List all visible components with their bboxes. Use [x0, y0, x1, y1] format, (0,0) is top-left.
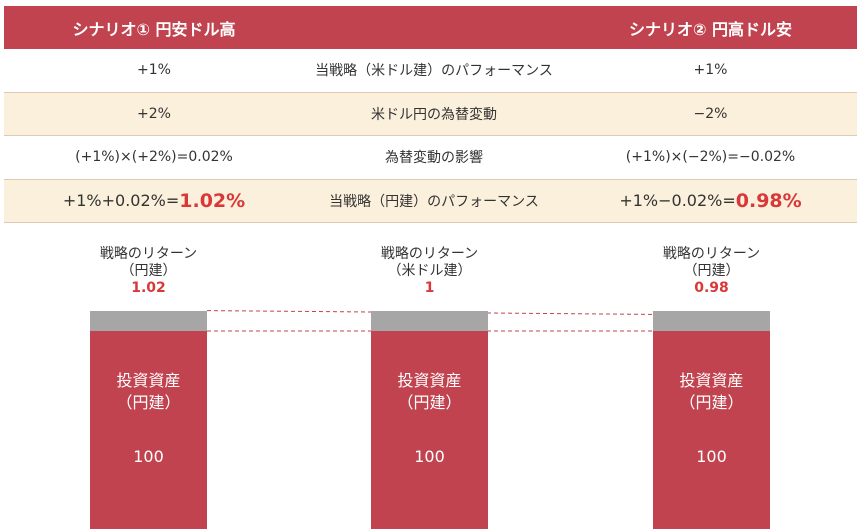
- bar-value-label: 0.98: [694, 280, 729, 297]
- row-label-fx-impact: 為替変動の影響: [385, 150, 483, 167]
- bar-label-line1: 戦略のリターン: [380, 246, 479, 262]
- comparison-table: シナリオ① 円安ドル高 シナリオ② 円高ドル安 +1% 当戦略（米ドル建）のパフ…: [4, 6, 857, 223]
- bar-base-line1: 投資資産: [116, 371, 181, 390]
- bar-base-line2: （円建）: [397, 393, 462, 412]
- scenario-1-fx-change: +2%: [137, 105, 171, 122]
- scenario-1-result-value: 1.02%: [179, 189, 246, 212]
- scenario-2-formula: +1%−0.02%=: [619, 191, 736, 211]
- base-asset-bar: 投資資産 （円建） 100: [653, 331, 770, 529]
- bar-label-group: 戦略のリターン （米ドル建） 1: [340, 246, 520, 297]
- table-result-row: +1%+0.02%= 1.02% 当戦略（円建）のパフォーマンス +1%−0.02…: [4, 179, 857, 223]
- scenario-2-heading: シナリオ② 円高ドル安: [628, 19, 793, 39]
- scenario-1-formula: +1%+0.02%=: [62, 191, 180, 211]
- bar-base-value: 100: [696, 447, 727, 466]
- dashed-line-top: [206, 310, 654, 315]
- bar-label-line1: 戦略のリターン: [99, 245, 198, 262]
- return-bar-segment: [653, 311, 770, 331]
- scenario-2-fx-change: −2%: [693, 105, 728, 122]
- base-asset-bar: 投資資産 （円建） 100: [371, 331, 488, 529]
- return-bar-segment: [90, 310, 207, 331]
- scenario-1-heading: シナリオ① 円安ドル高: [72, 19, 236, 39]
- table-row: +2% 米ドル円の為替変動 −2%: [4, 92, 857, 136]
- bar-label-line1: 戦略のリターン: [662, 246, 761, 263]
- scenario-2-usd-performance: +1%: [693, 62, 728, 79]
- bar-base-line1: 投資資産: [679, 371, 744, 390]
- bar-label-line2: （円建）: [120, 262, 177, 279]
- row-label-fx-change: 米ドル円の為替変動: [371, 106, 497, 123]
- scenario-1-usd-performance: +1%: [137, 62, 171, 79]
- scenario-1-jpy-performance: +1%+0.02%= 1.02%: [4, 180, 304, 223]
- bar-label-group: 戦略のリターン （円建） 0.98: [622, 246, 802, 297]
- bar-base-line2: （円建）: [116, 393, 181, 412]
- bar-base-value: 100: [133, 447, 164, 466]
- table-row: +1% 当戦略（米ドル建）のパフォーマンス +1%: [4, 49, 857, 93]
- row-label-jpy-performance: 当戦略（円建）のパフォーマンス: [329, 193, 539, 210]
- scenario-1-fx-impact: (+1%)×(+2%)=0.02%: [75, 149, 233, 166]
- return-bar-chart: 戦略のリターン （円建） 1.02 戦略のリターン （米ドル建） 1 戦略のリタ…: [0, 230, 860, 529]
- bar-label-line2: （円建）: [683, 263, 740, 280]
- header-middle: [304, 6, 564, 49]
- bar-value-label: 1.02: [131, 279, 166, 296]
- reference-dashed-lines: [206, 310, 654, 332]
- scenario-2-fx-impact: (+1%)×(−2%)=−0.02%: [625, 149, 796, 166]
- scenario-2-jpy-performance: +1%−0.02%= 0.98%: [564, 180, 857, 223]
- row-label-usd-performance: 当戦略（米ドル建）のパフォーマンス: [315, 63, 553, 80]
- bar-base-line2: （円建）: [679, 393, 744, 412]
- table-row: (+1%)×(+2%)=0.02% 為替変動の影響 (+1%)×(−2%)=−0…: [4, 136, 857, 180]
- return-bar-segment: [371, 311, 488, 331]
- bar-label-line2: （米ドル建）: [387, 263, 472, 279]
- base-asset-bar: 投資資産 （円建） 100: [90, 331, 207, 529]
- scenario-2-result-value: 0.98%: [735, 189, 802, 212]
- table-header-row: シナリオ① 円安ドル高 シナリオ② 円高ドル安: [4, 6, 857, 49]
- bar-base-line1: 投資資産: [397, 371, 462, 390]
- bar-base-value: 100: [414, 447, 445, 466]
- bar-value-label: 1: [424, 280, 435, 296]
- bar-label-group: 戦略のリターン （円建） 1.02: [59, 246, 239, 297]
